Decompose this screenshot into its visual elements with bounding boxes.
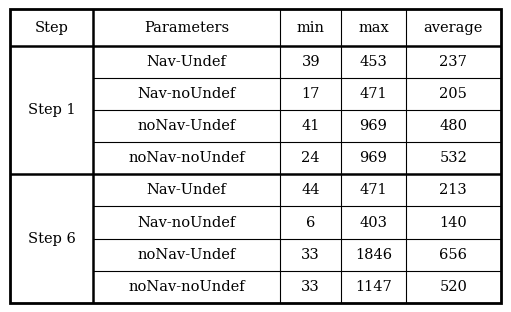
Text: noNav-Undef: noNav-Undef <box>137 247 236 261</box>
Text: 1846: 1846 <box>355 247 392 261</box>
Text: 1147: 1147 <box>355 280 392 294</box>
Text: 205: 205 <box>439 87 467 101</box>
Text: 213: 213 <box>439 183 467 197</box>
Text: 17: 17 <box>301 87 320 101</box>
Text: Parameters: Parameters <box>144 21 229 35</box>
Text: 480: 480 <box>439 119 467 133</box>
Text: noNav-noUndef: noNav-noUndef <box>128 151 245 165</box>
Text: 969: 969 <box>360 151 387 165</box>
Text: 532: 532 <box>439 151 467 165</box>
Text: Nav-Undef: Nav-Undef <box>147 183 226 197</box>
Text: 656: 656 <box>439 247 467 261</box>
Text: 471: 471 <box>360 87 387 101</box>
Text: average: average <box>424 21 483 35</box>
Text: 41: 41 <box>301 119 320 133</box>
Text: Nav-noUndef: Nav-noUndef <box>137 87 236 101</box>
Text: noNav-Undef: noNav-Undef <box>137 119 236 133</box>
Text: 969: 969 <box>360 119 387 133</box>
Text: Step 6: Step 6 <box>28 232 76 246</box>
Text: 33: 33 <box>301 247 320 261</box>
Text: Nav-noUndef: Nav-noUndef <box>137 216 236 230</box>
Text: 237: 237 <box>439 55 467 69</box>
Text: 24: 24 <box>301 151 320 165</box>
Text: 471: 471 <box>360 183 387 197</box>
Text: 403: 403 <box>360 216 387 230</box>
Text: Step 1: Step 1 <box>28 103 76 117</box>
Text: Step: Step <box>35 21 68 35</box>
Text: min: min <box>297 21 324 35</box>
Text: 140: 140 <box>439 216 467 230</box>
Text: 39: 39 <box>301 55 320 69</box>
Text: max: max <box>358 21 389 35</box>
Text: 44: 44 <box>301 183 320 197</box>
Text: Nav-Undef: Nav-Undef <box>147 55 226 69</box>
Text: 453: 453 <box>360 55 387 69</box>
Text: 6: 6 <box>306 216 315 230</box>
Text: 33: 33 <box>301 280 320 294</box>
Text: 520: 520 <box>439 280 467 294</box>
Text: noNav-noUndef: noNav-noUndef <box>128 280 245 294</box>
